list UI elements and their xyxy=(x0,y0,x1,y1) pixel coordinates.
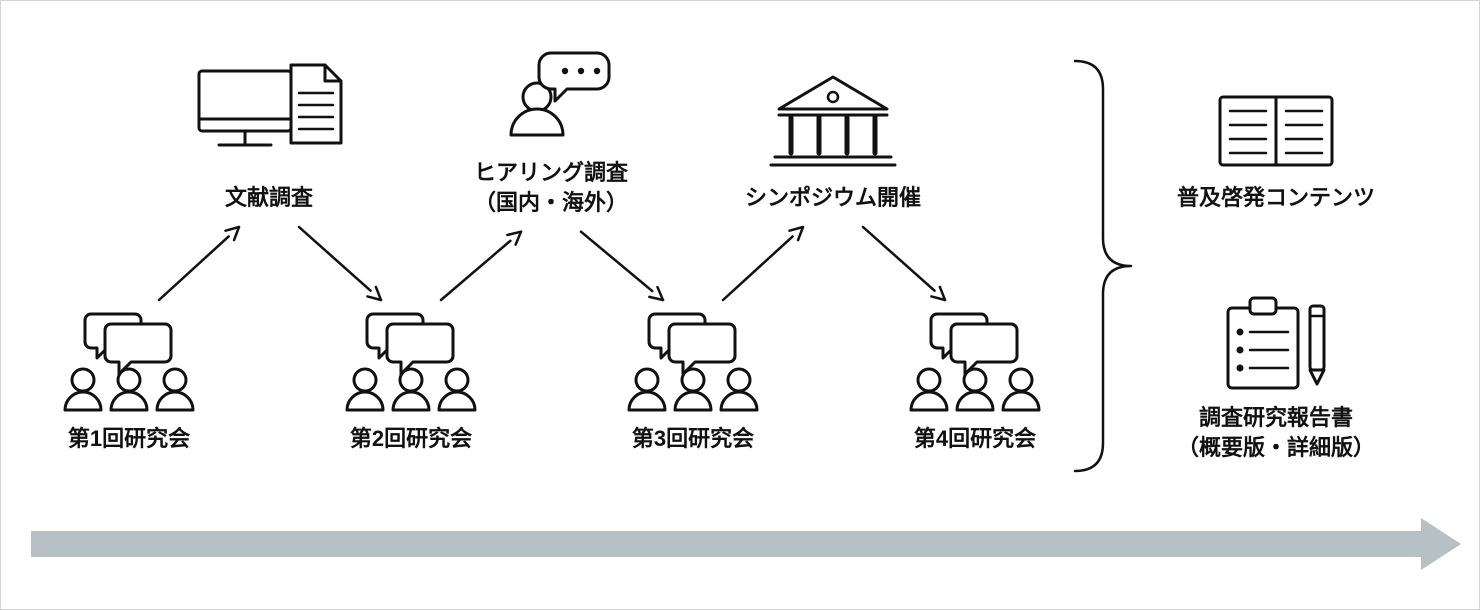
monitor-doc-icon xyxy=(199,65,341,145)
flow-arrow-2 xyxy=(441,241,510,300)
clipboard-pen-icon xyxy=(1228,298,1324,388)
person-speech-icon xyxy=(511,53,609,135)
institution-icon xyxy=(771,77,895,165)
timeline-arrow xyxy=(31,518,1461,570)
diagram-svg xyxy=(1,1,1480,610)
flow-arrow-1 xyxy=(299,227,371,291)
output-label-contents: 普及啓発コンテンツ xyxy=(1076,183,1476,213)
diagram-frame: 文献調査ヒアリング調査 （国内・海外）シンポジウム開催第1回研究会第2回研究会第… xyxy=(0,0,1480,610)
meeting-icon-m2 xyxy=(347,314,475,410)
activity-label-symposium: シンポジウム開催 xyxy=(633,183,1033,213)
flow-arrow-0 xyxy=(159,236,229,300)
open-book-icon xyxy=(1220,97,1332,165)
output-label-report: 調査研究報告書 （概要版・詳細版） xyxy=(1076,403,1476,462)
flow-arrow-4 xyxy=(723,236,793,300)
flow-arrow-3 xyxy=(581,232,652,291)
meeting-icon-m4 xyxy=(911,314,1039,410)
flow-arrow-5 xyxy=(863,227,935,291)
meeting-icon-m3 xyxy=(629,314,757,410)
meeting-icon-m1 xyxy=(65,314,193,410)
